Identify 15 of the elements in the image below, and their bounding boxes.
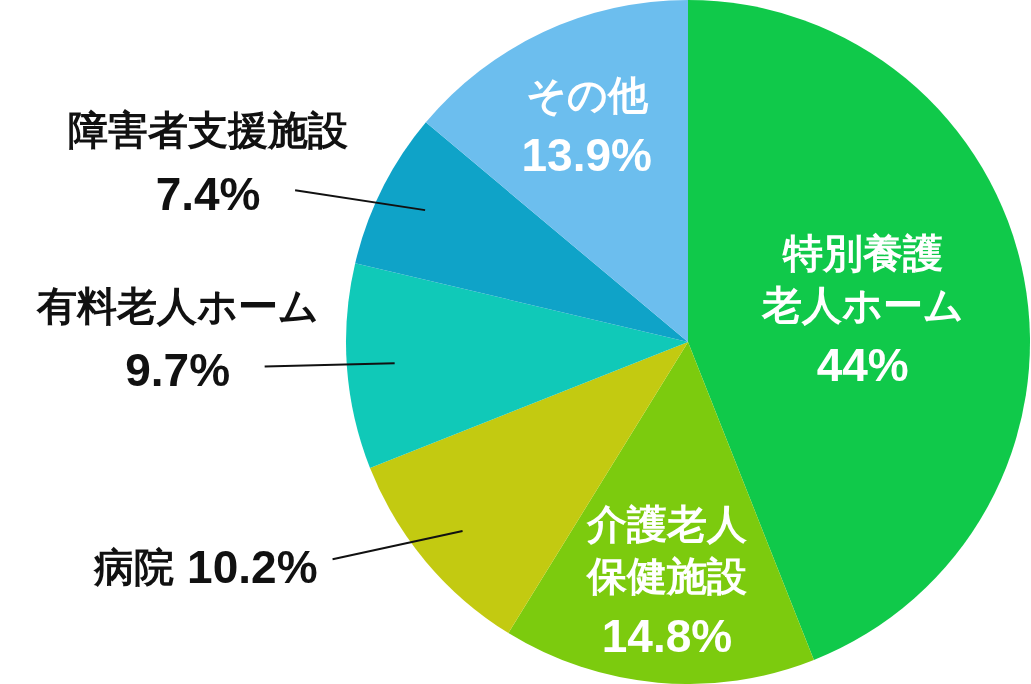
data-label: 44% <box>816 338 909 391</box>
data-label: 14.8% <box>601 610 733 663</box>
slice-label: 有料老人ホーム <box>35 284 319 329</box>
slice-label: その他 <box>525 73 649 118</box>
data-label: 9.7% <box>125 344 231 397</box>
slice-label: 介護老人保健施設 <box>584 502 748 599</box>
pie-slice <box>346 263 688 468</box>
data-label: 10.2% <box>174 541 318 594</box>
pie-slice <box>355 122 688 342</box>
slice-label: 特別養護老人ホーム <box>760 230 964 327</box>
slice-label: 障害者支援施設 <box>68 108 349 153</box>
pie-slice <box>425 0 688 342</box>
data-label: 13.9% <box>521 129 652 182</box>
slice-label: 病院 <box>93 545 175 590</box>
data-label: 7.4% <box>155 168 261 221</box>
